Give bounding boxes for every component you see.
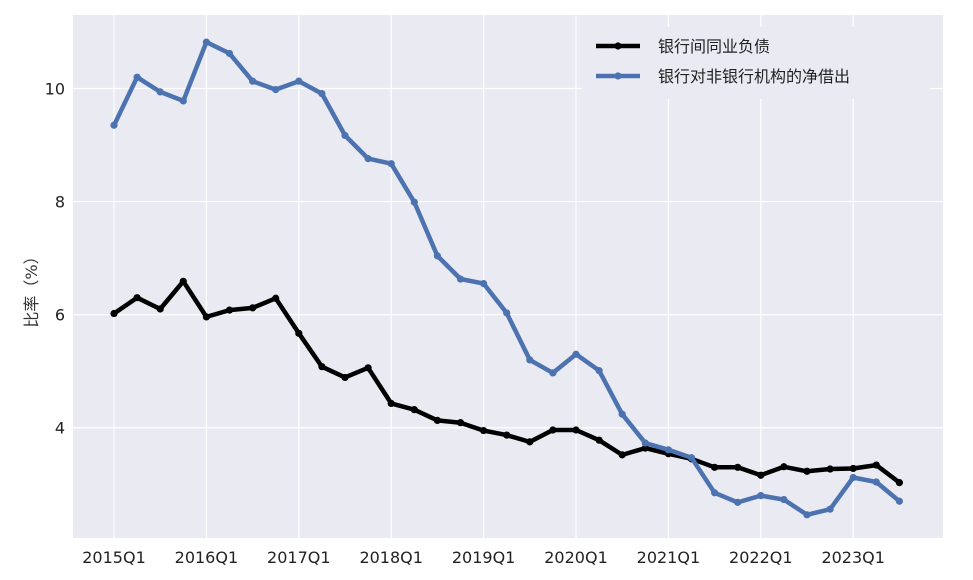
data-point — [595, 436, 603, 444]
data-point — [572, 350, 580, 358]
data-point — [641, 439, 649, 447]
y-tick-labels: 4 6 8 10 — [45, 80, 65, 438]
data-point — [341, 373, 349, 382]
data-point — [687, 454, 696, 462]
legend-label: 银行间同业负债 — [658, 37, 770, 56]
data-point — [387, 399, 395, 408]
data-point — [618, 410, 626, 418]
data-point — [503, 309, 511, 317]
data-point — [156, 305, 164, 313]
data-point — [456, 275, 465, 283]
x-tick-label: 2020Q1 — [544, 548, 608, 567]
data-point — [225, 49, 234, 58]
x-tick-label: 2022Q1 — [729, 548, 793, 567]
data-point — [757, 491, 765, 500]
data-point — [110, 309, 118, 318]
data-point — [133, 294, 141, 302]
data-point — [318, 89, 326, 98]
data-point — [433, 416, 441, 424]
data-point — [503, 431, 511, 439]
legend-marker — [614, 42, 622, 50]
data-point — [895, 497, 904, 505]
data-point — [179, 277, 187, 285]
data-point — [410, 198, 418, 206]
data-point — [133, 73, 141, 81]
data-point — [549, 426, 557, 434]
data-point — [780, 495, 788, 504]
data-point — [849, 473, 857, 482]
data-point — [734, 463, 742, 471]
x-tick-label: 2017Q1 — [267, 548, 331, 567]
legend-label: 银行对非银行机构的净借出 — [658, 67, 850, 86]
data-point — [433, 252, 441, 260]
data-point — [526, 356, 534, 364]
x-tick-label: 2018Q1 — [359, 548, 423, 567]
data-point — [480, 426, 488, 435]
x-tick-label: 2023Q1 — [821, 548, 885, 567]
data-point — [664, 446, 673, 454]
data-point — [387, 160, 395, 168]
data-point — [549, 369, 557, 377]
data-point — [526, 438, 534, 446]
data-point — [757, 471, 765, 479]
data-point — [618, 451, 626, 459]
data-point — [849, 464, 857, 473]
data-point — [202, 313, 210, 321]
series-1 — [110, 38, 904, 519]
x-tick-label: 2019Q1 — [452, 548, 516, 567]
data-point — [780, 463, 788, 471]
data-point — [249, 77, 257, 85]
data-point — [341, 131, 349, 140]
data-point — [318, 363, 326, 371]
data-point — [711, 489, 719, 497]
data-point — [225, 306, 234, 314]
legend-marker — [614, 72, 622, 80]
data-point — [595, 367, 603, 375]
y-tick-label: 10 — [45, 80, 65, 99]
data-point — [872, 478, 880, 486]
data-point — [872, 461, 880, 469]
x-tick-label: 2016Q1 — [175, 548, 239, 567]
data-point — [202, 38, 210, 46]
data-point — [803, 467, 811, 475]
data-point — [456, 419, 465, 427]
y-tick-label: 6 — [55, 306, 65, 325]
data-point — [410, 406, 418, 414]
x-tick-label: 2021Q1 — [637, 548, 701, 567]
data-point — [826, 505, 834, 513]
data-point — [364, 364, 372, 372]
x-tick-labels: 2015Q1 2016Q1 2017Q1 2018Q1 2019Q1 2020Q1 2021… — [82, 548, 885, 567]
data-point — [156, 88, 164, 96]
data-point — [480, 279, 488, 288]
data-point — [249, 304, 257, 312]
legend-box — [582, 27, 930, 99]
data-point — [295, 329, 303, 337]
y-tick-label: 8 — [55, 193, 65, 212]
data-point — [295, 77, 303, 85]
data-point — [711, 463, 719, 471]
data-point — [803, 511, 811, 519]
data-point — [272, 86, 280, 94]
y-axis-label: 比率（%） — [22, 248, 41, 327]
data-point — [826, 465, 834, 473]
plot-area — [73, 15, 943, 538]
data-point — [272, 294, 280, 302]
x-tick-label: 2015Q1 — [82, 548, 146, 567]
data-point — [641, 444, 649, 452]
data-point — [364, 155, 372, 163]
data-point — [572, 426, 580, 434]
data-point — [179, 97, 187, 105]
data-point — [895, 478, 904, 487]
data-point — [734, 498, 742, 506]
y-tick-label: 4 — [55, 419, 65, 438]
series-lines — [110, 38, 904, 519]
data-point — [110, 121, 118, 129]
